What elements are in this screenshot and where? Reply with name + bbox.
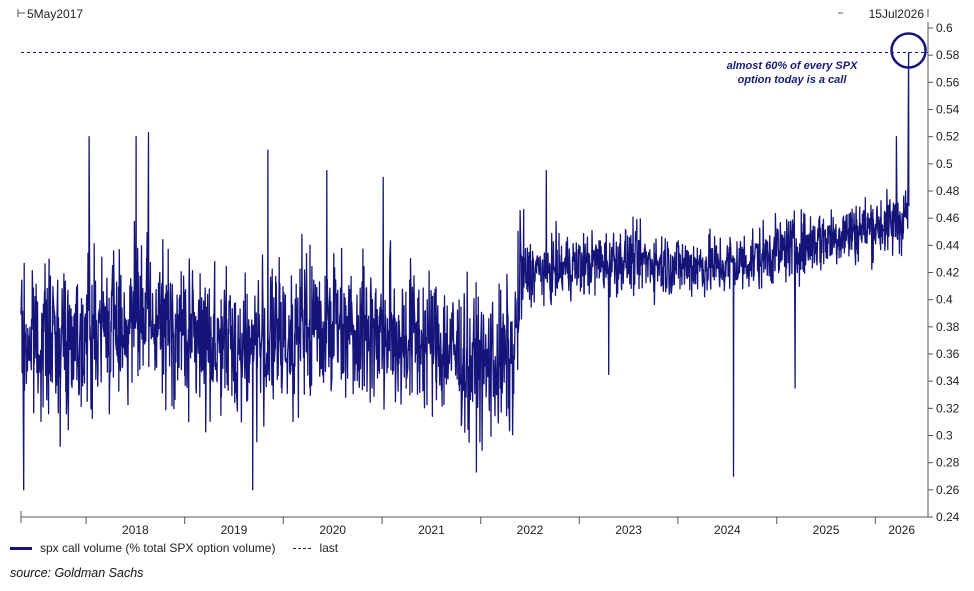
x-tick-label: 2024 [714,523,741,537]
y-tick-label: 0.46 [936,211,960,225]
annotation-line-1: almost 60% of every SPX [727,60,859,72]
y-tick-label: 0.48 [936,184,960,198]
overlay: 5May2017 15Jul2026 almost 60% of every SPX… [17,7,929,86]
series-layer [20,51,910,491]
x-tick-label: 2018 [122,523,149,537]
legend-last-label: last [319,541,339,555]
x-tick-label: 2025 [813,523,840,537]
y-tick-label: 0.36 [936,347,960,361]
peak-highlight-circle [890,32,927,69]
legend-last-swatch [293,547,312,549]
end-date-label: 15Jul2026 [869,7,925,21]
y-tick-label: 0.26 [936,483,960,497]
x-tick-label: 2026 [888,523,915,537]
legend: spx call volume (% total SPX option volu… [10,541,338,555]
y-tick-label: 0.38 [936,320,960,334]
series-line [20,51,910,491]
y-tick-label: 0.24 [936,510,960,524]
x-tick-label: 2021 [418,523,445,537]
y-tick-label: 0.28 [936,456,960,470]
legend-series-label: spx call volume (% total SPX option volu… [40,541,276,555]
legend-series-swatch [10,546,32,550]
y-tick-label: 0.4 [936,293,953,307]
y-tick-label: 0.44 [936,238,960,252]
annotation-line-2: option today is a call [738,74,848,86]
y-tick-label: 0.52 [936,130,960,144]
y-axis: 0.24 0.26 0.28 0.3 0.32 0.34 0.36 0.38 0.4 0.42 0.… [927,21,960,524]
y-tick-label: 0.6 [936,21,953,35]
y-tick-label: 0.34 [936,374,960,388]
source-note: source: Goldman Sachs [10,566,144,580]
x-axis: 2018 2019 2020 2021 2022 2023 2024 2025 2026 [20,511,928,537]
y-tick-label: 0.42 [936,266,960,280]
y-tick-label: 0.5 [936,157,953,171]
y-tick-label: 0.56 [936,75,960,89]
x-tick-label: 2023 [615,523,642,537]
y-tick-label: 0.58 [936,48,960,62]
x-tick-label: 2019 [221,523,248,537]
y-tick-label: 0.32 [936,401,960,415]
x-tick-label: 2020 [319,523,346,537]
y-tick-label: 0.3 [936,429,953,443]
x-tick-label: 2022 [517,523,544,537]
y-tick-label: 0.54 [936,103,960,117]
start-date-label: 5May2017 [27,7,83,21]
